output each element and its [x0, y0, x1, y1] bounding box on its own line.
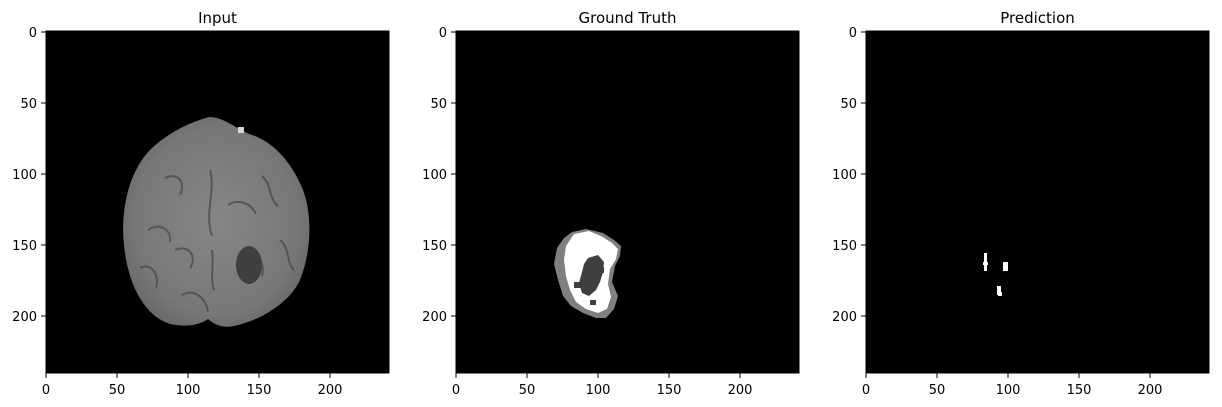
y-tick-label: 100: [12, 168, 37, 183]
x-axis: 0 50 100 150 200: [862, 373, 1163, 398]
x-tick-label: 150: [247, 383, 272, 398]
panel-input: Input: [12, 9, 390, 398]
panel-ground-truth: Ground Truth 0 50 100 150 200: [422, 9, 800, 398]
panel-title: Prediction: [1000, 9, 1075, 27]
x-tick-label: 50: [519, 383, 536, 398]
panel-title: Input: [198, 9, 237, 27]
y-tick-label: 150: [832, 239, 857, 254]
prediction-mask: [983, 253, 1008, 296]
x-tick-label: 150: [1067, 383, 1092, 398]
ground-truth-mask: [554, 229, 621, 318]
x-tick-label: 0: [42, 383, 50, 398]
x-tick-label: 100: [176, 383, 201, 398]
x-axis: 0 50 100 150 200: [42, 373, 343, 398]
x-tick-label: 100: [996, 383, 1021, 398]
image-area: [866, 31, 1209, 373]
x-tick-label: 50: [929, 383, 946, 398]
panel-title: Ground Truth: [579, 9, 677, 27]
y-axis: 0 50 100 150 200: [832, 26, 866, 325]
y-tick-label: 200: [12, 310, 37, 325]
x-tick-label: 100: [586, 383, 611, 398]
x-axis: 0 50 100 150 200: [452, 373, 753, 398]
y-tick-label: 50: [20, 97, 37, 112]
x-tick-label: 0: [452, 383, 460, 398]
image-area: [456, 31, 799, 373]
y-tick-label: 0: [849, 26, 857, 41]
y-tick-label: 200: [422, 310, 447, 325]
y-tick-label: 50: [430, 97, 447, 112]
x-tick-label: 150: [657, 383, 682, 398]
y-tick-label: 150: [422, 239, 447, 254]
y-axis: 0 50 100 150 200: [422, 26, 456, 325]
x-tick-label: 200: [728, 383, 753, 398]
y-tick-label: 0: [439, 26, 447, 41]
y-tick-label: 200: [832, 310, 857, 325]
y-tick-label: 0: [29, 26, 37, 41]
y-tick-label: 100: [422, 168, 447, 183]
x-tick-label: 200: [318, 383, 343, 398]
panel-prediction: Prediction 0 50 100 150 200: [832, 9, 1210, 398]
y-tick-label: 150: [12, 239, 37, 254]
x-tick-label: 200: [1138, 383, 1163, 398]
y-tick-label: 100: [832, 168, 857, 183]
x-tick-label: 50: [109, 383, 126, 398]
brain-mri-image: [123, 117, 310, 327]
x-tick-label: 0: [862, 383, 870, 398]
y-axis: 0 50 100 150 200: [12, 26, 46, 325]
y-tick-label: 50: [840, 97, 857, 112]
